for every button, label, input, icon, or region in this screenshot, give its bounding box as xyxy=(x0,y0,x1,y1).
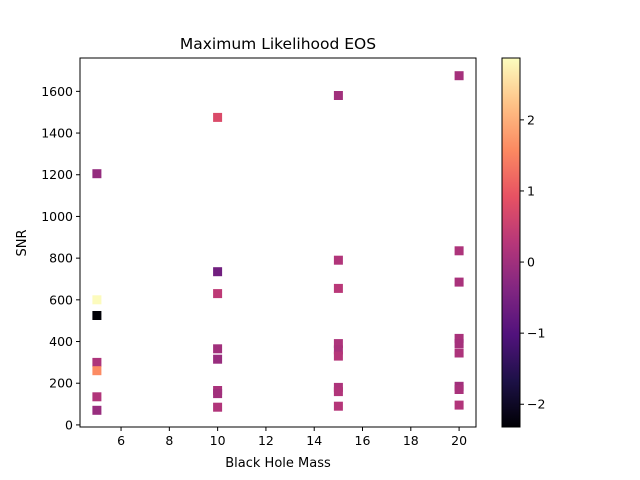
colorbar-tick-label: 0 xyxy=(527,255,535,270)
colorbar-tick-label: −2 xyxy=(527,397,545,412)
y-tick-label: 1400 xyxy=(41,126,73,141)
data-point xyxy=(454,348,464,358)
data-point xyxy=(333,387,343,397)
data-point xyxy=(92,357,102,367)
data-point xyxy=(333,401,343,411)
data-point xyxy=(333,345,343,355)
chart-title: Maximum Likelihood EOS xyxy=(180,35,376,53)
x-tick-label: 18 xyxy=(403,433,419,448)
x-axis-label: Black Hole Mass xyxy=(225,456,331,471)
data-point xyxy=(92,311,102,320)
x-tick-label: 12 xyxy=(258,433,274,448)
y-tick-label: 0 xyxy=(65,417,73,432)
data-points xyxy=(92,71,464,415)
x-tick-label: 6 xyxy=(117,433,125,448)
data-point xyxy=(92,405,102,415)
data-point xyxy=(333,283,343,293)
data-point xyxy=(213,354,223,364)
y-tick-label: 400 xyxy=(49,334,73,349)
y-tick-label: 1600 xyxy=(41,84,73,99)
data-point xyxy=(213,402,223,412)
data-point xyxy=(92,366,102,376)
colorbar xyxy=(501,57,521,428)
data-point xyxy=(454,339,464,349)
y-tick-label: 1200 xyxy=(41,167,73,182)
data-point xyxy=(454,333,464,343)
x-tick-label: 10 xyxy=(210,433,226,448)
data-point xyxy=(92,392,102,402)
y-tick-label: 200 xyxy=(49,376,73,391)
colorbar-tick-label: 1 xyxy=(527,183,535,198)
data-point xyxy=(454,246,464,256)
plot-frame xyxy=(79,57,477,428)
data-point xyxy=(454,71,464,81)
x-tick-label: 20 xyxy=(451,433,467,448)
data-point xyxy=(213,344,223,354)
data-point xyxy=(213,112,223,122)
colorbar-tick-label: −1 xyxy=(527,326,545,341)
y-tick-label: 1000 xyxy=(41,209,73,224)
data-point xyxy=(454,385,464,394)
data-point xyxy=(333,91,343,100)
y-axis-ticks: 0 200 400 600 800 1000 1200 1400 1600 xyxy=(41,84,80,432)
data-point xyxy=(92,295,102,305)
data-point xyxy=(213,289,223,299)
data-point xyxy=(454,277,464,287)
y-axis-label: SNR xyxy=(15,229,30,256)
data-point xyxy=(333,255,343,265)
x-tick-label: 14 xyxy=(306,433,322,448)
data-point xyxy=(213,267,223,277)
colorbar-ticks: −2 −1 0 1 2 xyxy=(520,112,545,412)
data-point xyxy=(92,169,102,179)
x-tick-label: 16 xyxy=(355,433,371,448)
data-point xyxy=(333,339,343,349)
data-point xyxy=(333,351,343,361)
colorbar-tick-label: 2 xyxy=(527,112,535,127)
y-tick-label: 600 xyxy=(49,292,73,307)
y-tick-label: 800 xyxy=(49,251,73,266)
x-tick-label: 8 xyxy=(165,433,173,448)
data-point xyxy=(213,389,223,399)
x-axis-ticks: 6 8 10 12 14 16 18 20 xyxy=(117,427,467,448)
data-point xyxy=(454,400,464,410)
